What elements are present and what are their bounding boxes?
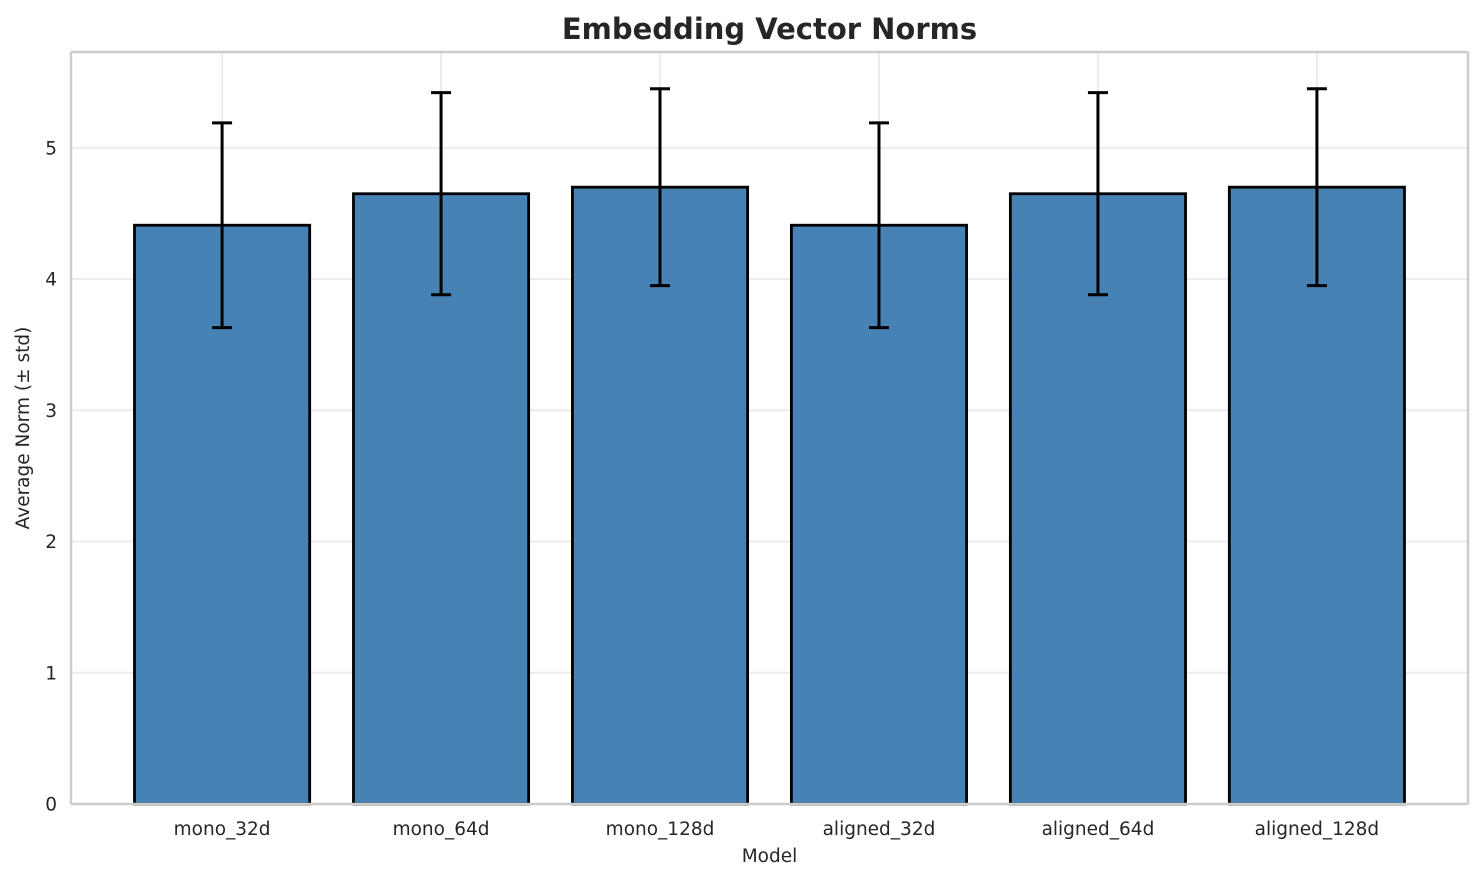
y-tick-label: 4	[45, 270, 57, 291]
chart-title: Embedding Vector Norms	[561, 12, 978, 46]
x-axis-label: Model	[741, 846, 798, 867]
x-category-label: mono_128d	[606, 819, 715, 840]
y-tick-label: 1	[45, 663, 57, 684]
y-tick-label: 0	[45, 795, 57, 816]
bar-aligned_128d	[1227, 185, 1406, 806]
y-tick-label: 5	[45, 138, 57, 159]
y-tick-label: 3	[45, 401, 57, 422]
x-category-label: aligned_128d	[1255, 819, 1380, 840]
x-category-label: aligned_32d	[823, 819, 936, 840]
x-category-label: aligned_64d	[1042, 819, 1155, 840]
y-tick-label: 2	[45, 532, 57, 553]
bar-mono_128d	[571, 185, 750, 806]
x-category-label: mono_64d	[393, 819, 490, 840]
x-category-label: mono_32d	[174, 819, 271, 840]
